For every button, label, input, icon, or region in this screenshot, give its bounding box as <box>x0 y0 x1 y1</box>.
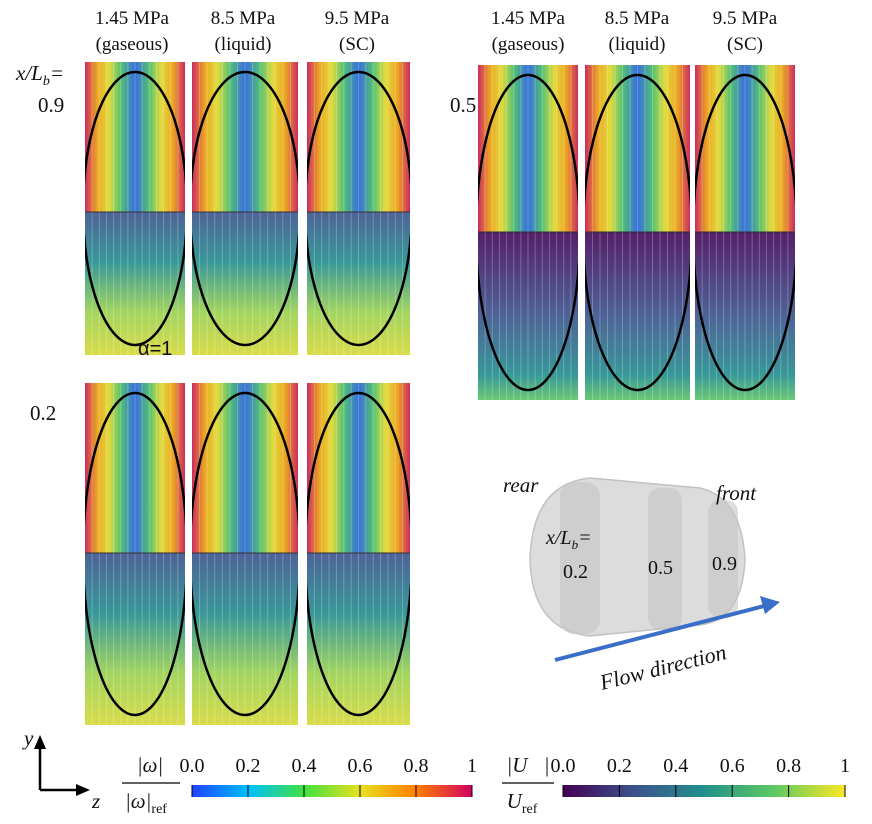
panel-content <box>190 383 300 725</box>
tick-label: 0.0 <box>180 755 205 777</box>
position-label: x/Lb= <box>545 527 592 552</box>
slice <box>560 482 600 634</box>
header-pressure: 8.5 MPa <box>605 8 670 29</box>
position-value: 0.2 <box>30 401 56 425</box>
panel-content <box>476 65 580 400</box>
header-pressure: 9.5 MPa <box>713 8 778 29</box>
colorbar: |U⃗| Uref 0.0 0.2 0.4 0.6 0.8 1 <box>502 753 850 817</box>
position-value: 0.2 <box>563 561 588 583</box>
tick-label: 1 <box>467 755 477 777</box>
tick-label: 0.6 <box>348 755 373 777</box>
flow-panel <box>190 62 300 355</box>
colorbar-gradient <box>563 785 845 797</box>
flow-panel <box>693 65 797 400</box>
header-phase: (gaseous) <box>492 34 565 55</box>
panel-content <box>693 65 797 400</box>
tick-label: 0.8 <box>776 755 801 777</box>
tick-label: 0.2 <box>236 755 261 777</box>
colorbar: |ω| |ω|ref 0.0 0.2 0.4 0.6 0.8 1 <box>122 753 477 817</box>
header-phase: (gaseous) <box>96 34 169 55</box>
flow-panel <box>83 62 187 355</box>
position-value: 0.5 <box>450 93 476 117</box>
rear-label: rear <box>503 473 539 497</box>
position-value: 0.5 <box>648 557 673 579</box>
colorbar-denominator: Uref <box>507 789 538 817</box>
header-phase: (liquid) <box>215 34 272 55</box>
colorbar-gradient <box>192 785 472 797</box>
header-pressure: 1.45 MPa <box>95 8 169 29</box>
flow-panel <box>190 383 300 725</box>
position-value: 0.9 <box>712 553 737 575</box>
front-label: front <box>716 481 757 505</box>
panel-content <box>305 62 412 355</box>
panel-content <box>583 65 692 400</box>
axes-glyph: y z <box>22 726 100 813</box>
flow-panel <box>305 383 412 725</box>
header-pressure: 9.5 MPa <box>325 8 390 29</box>
panel-content <box>83 383 187 725</box>
panel-content <box>83 62 187 355</box>
column-headers: 1.45 MPa (gaseous) 8.5 MPa (liquid) 9.5 … <box>95 8 778 55</box>
z-axis-label: z <box>91 789 100 813</box>
y-axis-label: y <box>22 726 34 750</box>
flow-panel <box>83 383 187 725</box>
figure: 1.45 MPa (gaseous) 8.5 MPa (liquid) 9.5 … <box>0 0 872 824</box>
colorbar-numerator: |ω| <box>137 753 163 777</box>
arrowhead <box>76 784 90 796</box>
arrowhead <box>34 735 46 749</box>
flow-panel <box>305 62 412 355</box>
tick-label: 0.2 <box>607 755 632 777</box>
tick-label: 1 <box>840 755 850 777</box>
flow-panel <box>583 65 692 400</box>
header-phase: (SC) <box>339 34 375 55</box>
tick-label: 0.8 <box>404 755 429 777</box>
header-phase: (SC) <box>727 34 763 55</box>
tick-label: 0.0 <box>551 755 576 777</box>
tick-label: 0.4 <box>663 755 688 777</box>
flow-arrowhead <box>760 596 780 614</box>
tick-label: 0.4 <box>292 755 317 777</box>
panel-content <box>305 383 412 725</box>
header-pressure: 8.5 MPa <box>211 8 276 29</box>
colorbar-denominator: |ω|ref <box>125 789 167 817</box>
flow-direction: Flow direction <box>596 639 729 695</box>
header-pressure: 1.45 MPa <box>491 8 565 29</box>
position-label: x/Lb= <box>15 61 64 89</box>
colorbar-numerator: |U⃗| <box>506 753 549 777</box>
annotation: α=1 <box>138 338 172 360</box>
schematic: rear front x/Lb= 0.2 0.5 0.9 Flow direct… <box>503 473 780 695</box>
position-value: 0.9 <box>38 93 64 117</box>
panel-content <box>190 62 300 355</box>
tick-label: 0.6 <box>720 755 745 777</box>
header-phase: (liquid) <box>609 34 666 55</box>
flow-panel <box>476 65 580 400</box>
